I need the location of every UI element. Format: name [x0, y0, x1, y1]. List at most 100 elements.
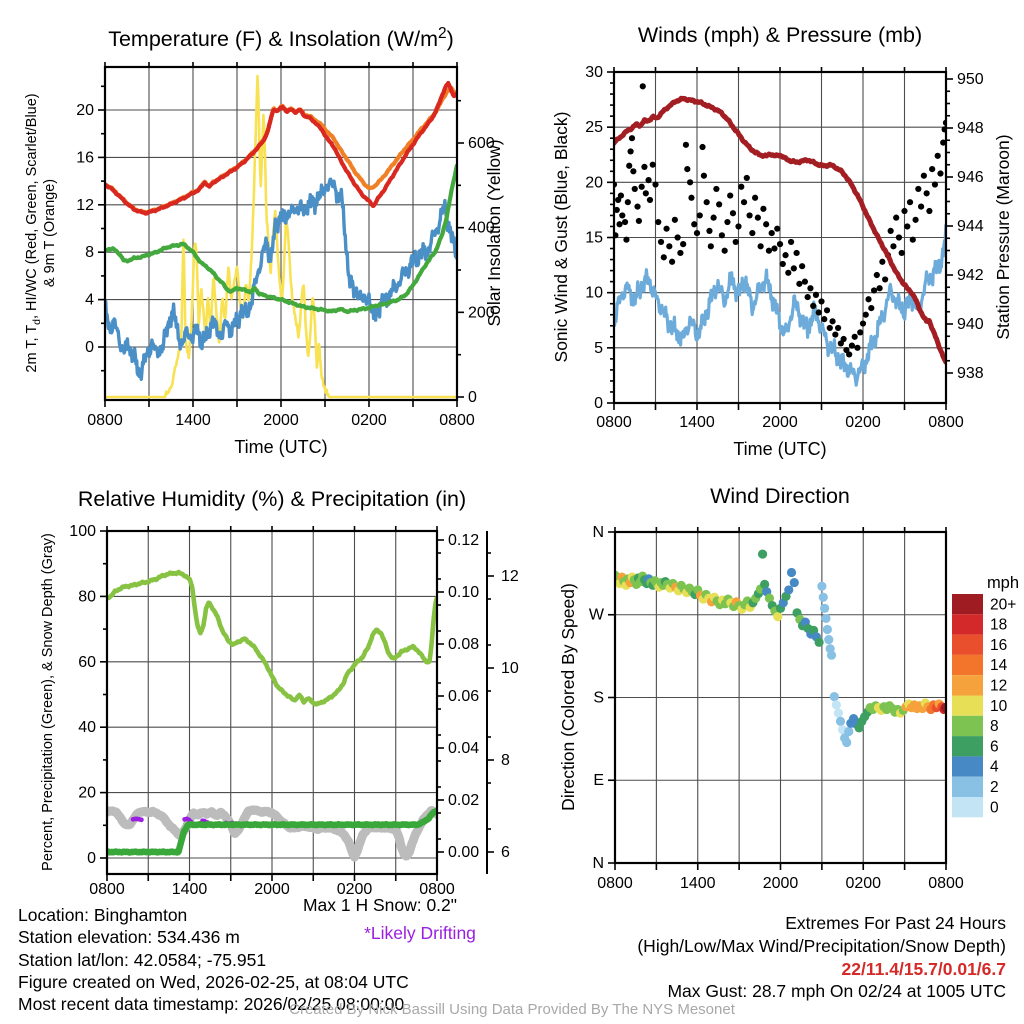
gust-dot [843, 346, 850, 354]
gust-dot [696, 212, 703, 219]
direction-dot [831, 700, 841, 710]
gust-dot [926, 207, 933, 215]
chart-title: Winds (mph) & Pressure (mb) [638, 23, 922, 47]
gust-dot [851, 333, 858, 340]
y-tick-label: 200 [468, 304, 495, 321]
x-tick-label: 0800 [928, 875, 964, 892]
gust-dot [686, 179, 694, 186]
gust-dot [815, 309, 822, 316]
x-tick-label: 0800 [596, 414, 632, 431]
gust-dot [757, 243, 764, 250]
direction-dot [821, 613, 831, 624]
y-tick-label: 0 [87, 850, 96, 867]
y-axis-label-left: Sonic Wind & Gust (Blue, Black) [551, 112, 571, 363]
legend-swatch [952, 594, 983, 615]
precip-tick-label: 0.08 [448, 636, 479, 653]
gust-dot [699, 143, 706, 151]
x-tick-label: 0800 [419, 881, 455, 898]
legend-label: 10 [990, 698, 1008, 715]
direction-dot [833, 708, 844, 718]
gust-dot [870, 287, 878, 294]
y-tick-label: 946 [957, 169, 984, 186]
y-tick-label: 942 [957, 267, 984, 284]
gust-dot [873, 271, 880, 279]
gust-dot [909, 236, 916, 243]
gust-dot [760, 205, 767, 212]
x-tick-label: 2000 [254, 881, 290, 898]
gust-dot [663, 225, 670, 232]
gust-dot [898, 249, 905, 257]
gust-dot [923, 190, 930, 197]
gust-dot [829, 318, 836, 325]
y-tick-label: 940 [957, 316, 984, 333]
gust-dot [763, 221, 770, 228]
gust-dot [807, 285, 814, 292]
gust-dot [706, 227, 713, 234]
chart-title: Relative Humidity (%) & Precipitation (i… [78, 487, 466, 511]
y-axis-label-right: Solar Insolation (Yellow) [484, 139, 504, 326]
gust-dot [642, 190, 649, 197]
legend-swatch [952, 634, 983, 655]
x-tick-label: 1400 [679, 414, 715, 431]
gust-dot [893, 214, 900, 221]
legend-swatch [952, 695, 983, 716]
humidity-precip-chart: 0800 1400 2000 0200 0800 0 20 40 60 80 100 0.00 0.02… [40, 487, 519, 898]
y-tick-label: 30 [585, 64, 603, 81]
gust-dot [655, 218, 662, 226]
gust-dot [918, 203, 925, 210]
gust-dot [627, 148, 634, 155]
gust-dot [626, 162, 633, 169]
y-tick-label: 15 [585, 230, 603, 247]
gust-dot [832, 331, 839, 338]
gust-dot [768, 229, 775, 237]
direction-dot [822, 624, 832, 635]
gust-dot [846, 351, 853, 358]
gust-dot [879, 258, 886, 265]
gust-dot [826, 324, 833, 332]
temp-2m-line [104, 80, 458, 216]
x-tick-label: 0200 [351, 412, 387, 429]
y-tick-label: 40 [78, 719, 96, 736]
gust-dot [660, 254, 667, 261]
gust-dot [716, 201, 723, 208]
chart-title: Temperature (F) & Insolation (W/m2) [108, 25, 454, 51]
gust-dot [868, 305, 875, 312]
legend-label: 16 [990, 637, 1007, 654]
legend-label: 2 [990, 779, 999, 796]
y-axis-label-left: & 9m T (Orange) [42, 179, 58, 287]
gust-dot [621, 218, 629, 226]
gust-dot [649, 161, 656, 168]
direction-tick-label: E [593, 772, 604, 789]
gust-dot [617, 192, 625, 199]
legend-label: 14 [990, 657, 1008, 674]
gust-dot [710, 214, 717, 221]
sonic-wind-line [613, 223, 947, 387]
gust-dot [735, 223, 742, 230]
station-latlon: Station lat/lon: 42.0584; -75.951 [18, 949, 267, 970]
y-axis-label-left: Percent, Precipitation (Green), & Snow D… [40, 533, 56, 871]
direction-dot [844, 726, 854, 737]
y-tick-label: 938 [957, 365, 984, 382]
gust-dot [619, 212, 626, 219]
direction-dot [820, 603, 830, 613]
y-axis-label-right: Station Pressure (Maroon) [993, 134, 1013, 339]
direction-dot [789, 577, 799, 588]
gust-dot [641, 163, 648, 170]
gust-dot [904, 223, 911, 230]
y-tick-label: 0 [468, 389, 477, 406]
gust-dot [882, 276, 889, 283]
winds-pressure-chart: 0800 1400 2000 0200 0800 0 5 10 15 20 25 30 938 940 94… [551, 23, 1013, 459]
x-axis-label: Time (UTC) [234, 437, 327, 457]
y-tick-label: 16 [76, 149, 94, 166]
precip-line [106, 807, 438, 856]
likely-drifting-note: *Likely Drifting [364, 923, 476, 943]
y-tick-label: 0 [85, 339, 94, 356]
gust-dot [635, 217, 643, 225]
x-tick-label: 0800 [87, 412, 123, 429]
gust-dot [657, 238, 665, 246]
gust-dot [616, 221, 623, 228]
gust-dot [865, 296, 872, 303]
gust-dot [940, 139, 947, 146]
gust-dot [857, 329, 864, 336]
